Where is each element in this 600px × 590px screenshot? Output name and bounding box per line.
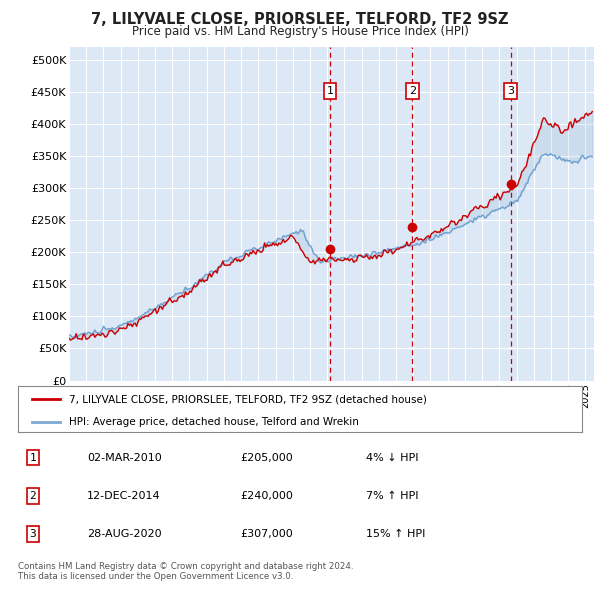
Text: £240,000: £240,000	[240, 491, 293, 501]
Text: 1: 1	[29, 453, 37, 463]
Text: 2: 2	[29, 491, 37, 501]
Text: 4% ↓ HPI: 4% ↓ HPI	[366, 453, 419, 463]
Text: 2: 2	[409, 86, 416, 96]
Text: 28-AUG-2020: 28-AUG-2020	[87, 529, 161, 539]
Text: 7, LILYVALE CLOSE, PRIORSLEE, TELFORD, TF2 9SZ: 7, LILYVALE CLOSE, PRIORSLEE, TELFORD, T…	[91, 12, 509, 27]
Text: 1: 1	[326, 86, 334, 96]
Text: £307,000: £307,000	[240, 529, 293, 539]
Text: Price paid vs. HM Land Registry's House Price Index (HPI): Price paid vs. HM Land Registry's House …	[131, 25, 469, 38]
Text: 3: 3	[507, 86, 514, 96]
Text: 02-MAR-2010: 02-MAR-2010	[87, 453, 162, 463]
Text: £205,000: £205,000	[240, 453, 293, 463]
Text: 7, LILYVALE CLOSE, PRIORSLEE, TELFORD, TF2 9SZ (detached house): 7, LILYVALE CLOSE, PRIORSLEE, TELFORD, T…	[69, 394, 427, 404]
Text: 3: 3	[29, 529, 37, 539]
Text: HPI: Average price, detached house, Telford and Wrekin: HPI: Average price, detached house, Telf…	[69, 417, 359, 427]
Text: 7% ↑ HPI: 7% ↑ HPI	[366, 491, 419, 501]
Text: 12-DEC-2014: 12-DEC-2014	[87, 491, 161, 501]
Text: 15% ↑ HPI: 15% ↑ HPI	[366, 529, 425, 539]
Text: Contains HM Land Registry data © Crown copyright and database right 2024.
This d: Contains HM Land Registry data © Crown c…	[18, 562, 353, 581]
